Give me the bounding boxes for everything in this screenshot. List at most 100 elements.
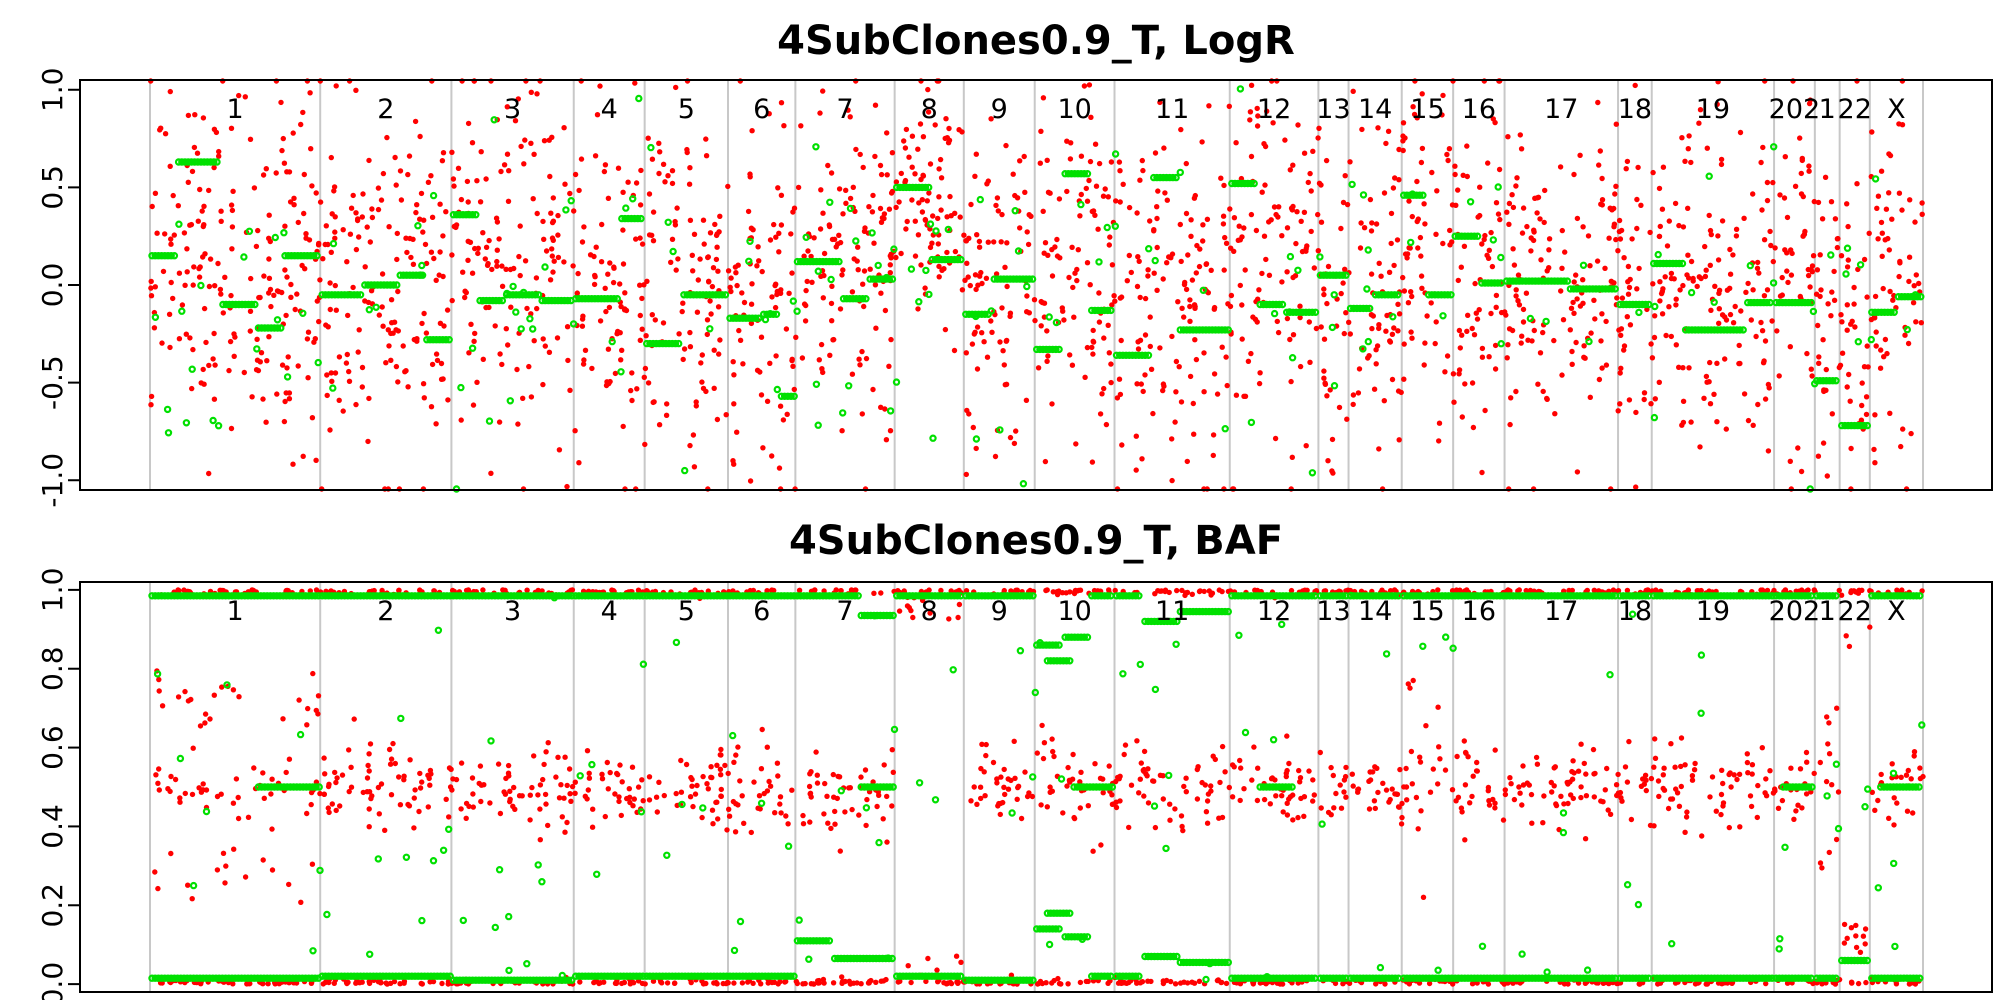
baf-segment-point [328,972,336,980]
logr-point [549,246,555,252]
baf-point [1141,766,1147,773]
logr-point [924,198,930,204]
logr-point [829,236,836,243]
baf-point [1204,798,1211,804]
logr-segment-point [1346,304,1355,313]
logr-point [1388,210,1395,217]
baf-point [1399,814,1405,821]
logr-segment-point [868,229,876,237]
logr-segment-point [492,296,500,305]
logr-segment-point [164,251,172,260]
baf-point [321,791,327,797]
baf-point [1911,749,1918,755]
baf-point [1618,795,1624,801]
logr-point [285,354,291,360]
baf-segment-point [164,592,172,600]
logr-point [284,365,290,371]
logr-segment-point [151,251,159,260]
logr-point [978,269,984,276]
logr-point [1003,338,1009,344]
baf-point [219,684,225,690]
baf-point [732,829,739,835]
logr-segment-point [1563,277,1572,285]
logr-segment-point [273,316,282,324]
baf-point [1077,587,1084,593]
logr-point [428,249,435,255]
baf-point [331,980,337,986]
logr-point [423,330,430,336]
logr-point [1152,150,1159,156]
baf-point [182,688,188,695]
logr-point [1358,220,1364,226]
baf-point [1174,587,1180,594]
logr-segment-point [1285,308,1294,316]
logr-point [515,96,521,102]
logr-segment-point [1560,277,1568,285]
baf-segment-point [280,783,288,791]
logr-point [778,192,785,198]
logr-point [1297,363,1304,370]
logr-point [591,281,598,288]
baf-segment-point [151,592,159,600]
logr-point [1324,300,1330,307]
logr-point [1385,128,1392,134]
logr-segment-point [1335,271,1344,279]
logr-point [511,265,517,272]
logr-point [200,223,206,230]
logr-point [353,401,359,408]
logr-point [332,282,338,289]
logr-point [603,308,609,315]
logr-point [886,363,892,369]
logr-point [260,396,266,402]
logr-segment-point [1484,279,1492,287]
baf-point [1747,793,1754,799]
logr-point [1264,108,1270,114]
logr-point [1391,325,1397,331]
logr-segment-point [662,339,670,348]
logr-point [1711,391,1717,397]
logr-point [353,246,360,253]
logr-point [367,239,373,245]
logr-point [1627,322,1634,328]
logr-point [564,324,571,330]
logr-point [1864,343,1870,349]
logr-point [1106,350,1113,356]
logr-point [1662,274,1668,280]
logr-segment-point [578,295,586,303]
logr-point [1078,153,1085,159]
logr-point [781,123,787,129]
baf-point [417,785,424,791]
logr-point [1519,333,1525,339]
logr-point [162,231,168,237]
logr-point [1800,233,1806,239]
logr-segment-point [1415,191,1424,199]
logr-point [254,357,261,363]
logr-point [1157,345,1163,351]
baf-point [1255,765,1261,771]
logr-point [1274,318,1281,325]
baf-point [626,786,632,792]
logr-point [1907,197,1913,203]
logr-point [589,365,595,372]
baf-point [1851,588,1857,594]
baf-segment-point [292,974,300,982]
logr-point [936,166,942,172]
logr-segment-point [635,94,643,103]
baf-point [1249,777,1255,783]
logr-point [1718,161,1725,168]
baf-segment-point [350,592,358,600]
logr-point [1517,132,1524,138]
logr-point [1355,390,1362,396]
logr-point [1872,460,1878,466]
logr-point [687,165,693,171]
baf-segment-point [401,592,410,600]
logr-segment-point [1605,285,1613,293]
logr-point [1254,123,1261,129]
logr-segment-point [978,310,986,318]
logr-segment-point [222,300,230,309]
logr-segment-point [1665,259,1674,268]
logr-point [1418,253,1424,259]
logr-point [1147,343,1154,350]
baf-point [963,588,970,594]
baf-point [1391,587,1398,593]
